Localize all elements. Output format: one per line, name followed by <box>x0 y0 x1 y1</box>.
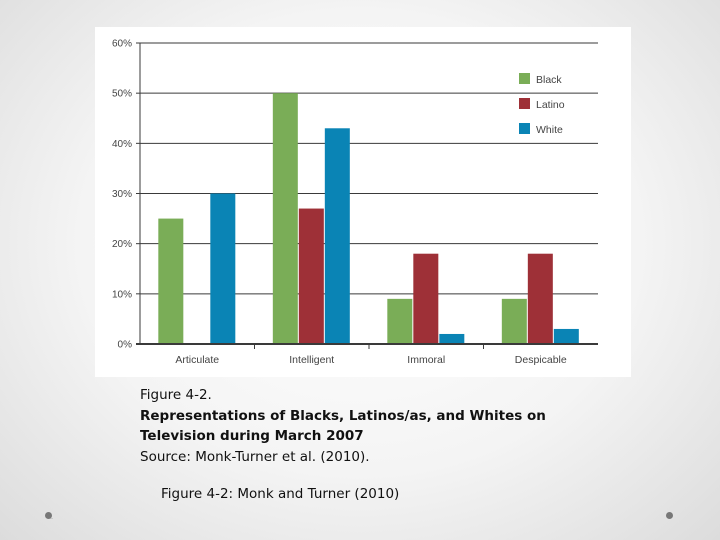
x-category-label: Intelligent <box>289 354 334 366</box>
legend-swatch-black <box>519 73 530 84</box>
bar-black-despicable <box>501 298 527 344</box>
bar-black-immoral <box>387 298 413 344</box>
caption-figure-number: Figure 4-2. <box>140 387 212 403</box>
bar-white-articulate <box>210 193 236 344</box>
bar-white-intelligent <box>324 128 350 344</box>
y-tick-label: 30% <box>112 189 132 200</box>
x-category-label: Despicable <box>515 354 567 366</box>
legend-label-black: Black <box>536 74 562 86</box>
left-decor-line <box>50 518 53 519</box>
caption-title-line-1: Representations of Blacks, Latinos/as, a… <box>140 407 546 424</box>
y-tick-label: 40% <box>112 139 132 150</box>
figure-caption: Figure 4-2. Representations of Blacks, L… <box>140 385 570 467</box>
chart-panel: 0% 10% 20% 30% 40% 50% 60% Articulate Intelligen… <box>95 27 631 377</box>
right-bullet-dot <box>666 512 673 519</box>
x-category-label: Articulate <box>175 354 219 366</box>
x-category-label: Immoral <box>407 354 445 366</box>
figure-footnote: Figure 4-2: Monk and Turner (2010) <box>161 486 400 502</box>
bar-black-articulate <box>158 218 184 344</box>
bar-latino-despicable <box>527 253 553 344</box>
legend-label-latino: Latino <box>536 99 565 111</box>
bar-white-despicable <box>553 328 579 344</box>
legend-swatch-latino <box>519 98 530 109</box>
bar-latino-immoral <box>413 253 439 344</box>
y-tick-label: 60% <box>112 39 132 50</box>
caption-title-line-2: Television during March 2007 <box>140 428 364 444</box>
y-tick-label: 0% <box>118 340 133 351</box>
y-tick-label: 50% <box>112 89 132 100</box>
caption-source: Source: Monk-Turner et al. (2010). <box>140 448 370 465</box>
y-tick-label: 10% <box>112 289 132 300</box>
bar-chart: 0% 10% 20% 30% 40% 50% 60% Articulate Intelligen… <box>112 39 598 366</box>
legend-swatch-white <box>519 123 530 134</box>
y-tick-label: 20% <box>112 239 132 250</box>
left-bullet-dot <box>45 512 52 519</box>
legend-label-white: White <box>536 124 563 136</box>
bar-latino-intelligent <box>298 208 324 344</box>
bar-black-intelligent <box>272 93 298 345</box>
bar-white-immoral <box>439 333 465 344</box>
